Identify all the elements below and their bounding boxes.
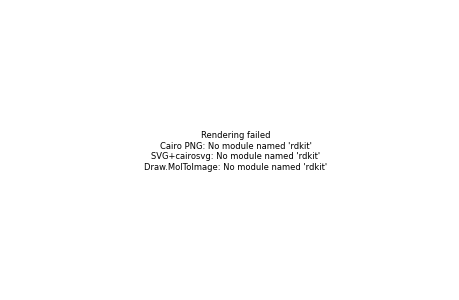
Text: Rendering failed
Cairo PNG: No module named 'rdkit'
SVG+cairosvg: No module name: Rendering failed Cairo PNG: No module na…	[144, 131, 327, 172]
